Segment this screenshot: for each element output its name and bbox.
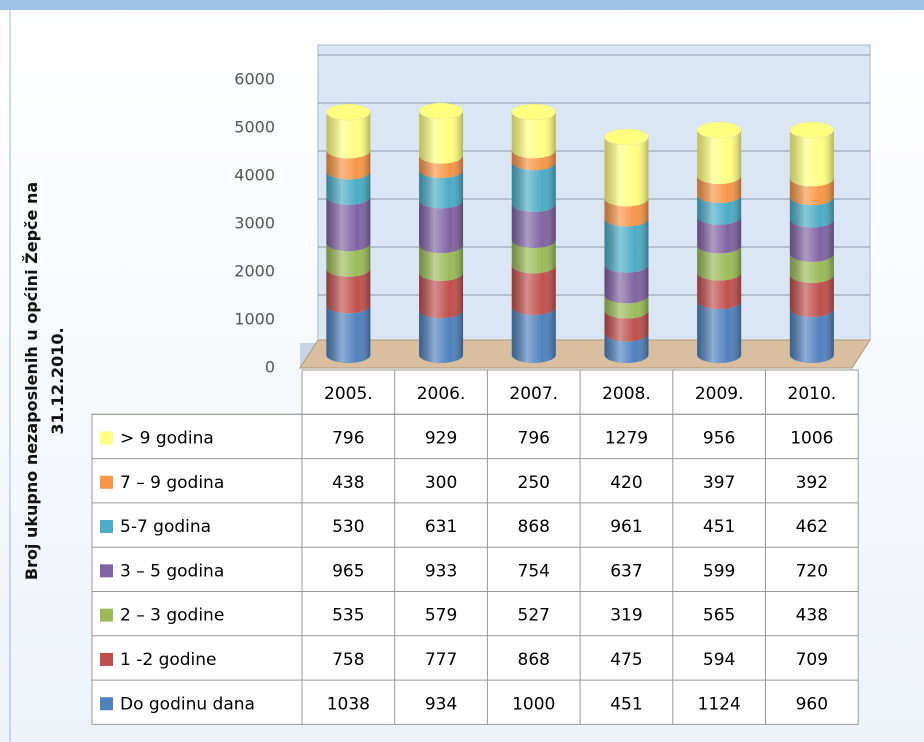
cylinder-shade <box>511 111 556 363</box>
table-cell: 530 <box>332 517 364 537</box>
table-cell: 868 <box>518 650 550 670</box>
table-cell: 300 <box>425 473 457 493</box>
table-bg <box>91 413 859 725</box>
x-tick-label: 2009. <box>695 384 744 404</box>
table-cell: 956 <box>703 428 735 448</box>
y-tick-label: 0 <box>265 358 275 377</box>
table-cell: 1000 <box>512 694 555 714</box>
legend-swatch <box>100 431 113 445</box>
table-cell: 594 <box>703 650 735 670</box>
table-cell: 565 <box>703 606 735 626</box>
x-tick-label: 2005. <box>324 384 373 404</box>
back-wall <box>317 44 871 341</box>
y-tick-label: 6000 <box>234 70 275 89</box>
legend-label: 2 – 3 godine <box>120 606 224 626</box>
x-tick-label: 2008. <box>602 384 651 404</box>
floor <box>299 339 871 369</box>
x-tick-label: 2007. <box>509 384 558 404</box>
table-cell: 1279 <box>605 428 648 448</box>
cylinder-shade <box>326 112 371 364</box>
table-cell: 438 <box>332 473 364 493</box>
table-cell: 462 <box>796 517 828 537</box>
table-cell: 1006 <box>790 428 833 448</box>
legend-label: 7 – 9 godina <box>120 473 224 493</box>
table-cell: 392 <box>796 473 828 493</box>
cylinder-shade <box>789 130 834 363</box>
y-tick-label: 3000 <box>234 214 275 233</box>
legend-swatch <box>100 520 113 534</box>
table-cell: 397 <box>703 473 735 493</box>
table-cell: 475 <box>610 650 642 670</box>
table-cell: 420 <box>610 473 642 493</box>
table-cell: 451 <box>703 517 735 537</box>
table-cell: 720 <box>796 561 828 581</box>
cylinder-shade <box>604 136 649 363</box>
legend-label: 3 – 5 godina <box>120 561 224 581</box>
table-cell: 777 <box>425 650 457 670</box>
x-tick-label: 2010. <box>788 384 837 404</box>
legend-swatch <box>100 652 113 666</box>
y-tick-label: 2000 <box>234 262 275 281</box>
x-tick-label: 2006. <box>417 384 466 404</box>
cylinder-cap <box>604 128 649 146</box>
table-cell: 960 <box>796 694 828 714</box>
table-cell: 438 <box>796 606 828 626</box>
table-cell: 1124 <box>698 694 741 714</box>
table-cell: 599 <box>703 561 735 581</box>
legend-label: 1 -2 godine <box>120 650 217 670</box>
table-cell: 929 <box>425 428 457 448</box>
table-cell: 1038 <box>327 694 370 714</box>
table-cell: 535 <box>332 606 364 626</box>
legend-label: 5-7 godina <box>120 517 211 537</box>
y-tick-label: 1000 <box>234 310 275 329</box>
table-cell: 527 <box>518 606 550 626</box>
table-cell: 709 <box>796 650 828 670</box>
cylinder-cap <box>418 102 464 120</box>
table-cell: 796 <box>518 428 550 448</box>
cylinder-shade <box>697 130 742 363</box>
table-cell: 796 <box>332 428 364 448</box>
table-cell: 631 <box>425 517 457 537</box>
table-cell: 637 <box>610 561 642 581</box>
table-cell: 934 <box>425 694 457 714</box>
table-cell: 250 <box>518 473 550 493</box>
top-band <box>0 0 924 10</box>
legend-swatch <box>100 564 113 578</box>
y-tick-label: 4000 <box>234 166 275 185</box>
y-axis-label: Broj ukupno nezaposlenih u općini Žepče … <box>22 181 67 581</box>
table-cell: 451 <box>610 694 642 714</box>
legend-swatch <box>100 608 113 622</box>
legend-label: > 9 godina <box>120 428 214 448</box>
table-cell: 758 <box>332 650 364 670</box>
legend-label: Do godinu dana <box>120 694 255 714</box>
table-cell: 868 <box>518 517 550 537</box>
cylinder-cap <box>511 103 556 121</box>
legend-swatch <box>100 697 113 711</box>
cylinder-cap <box>326 103 371 121</box>
cylinder-cap <box>789 121 835 139</box>
table-cell: 754 <box>518 561 550 581</box>
cylinder-shade <box>419 111 464 364</box>
table-cell: 933 <box>425 561 457 581</box>
table-cell: 961 <box>610 517 642 537</box>
table-cell: 965 <box>332 561 364 581</box>
cylinder-cap <box>696 121 742 139</box>
table-cell: 319 <box>610 606 642 626</box>
legend-swatch <box>100 475 113 489</box>
table-cell: 579 <box>425 606 457 626</box>
y-tick-label: 5000 <box>234 118 275 137</box>
